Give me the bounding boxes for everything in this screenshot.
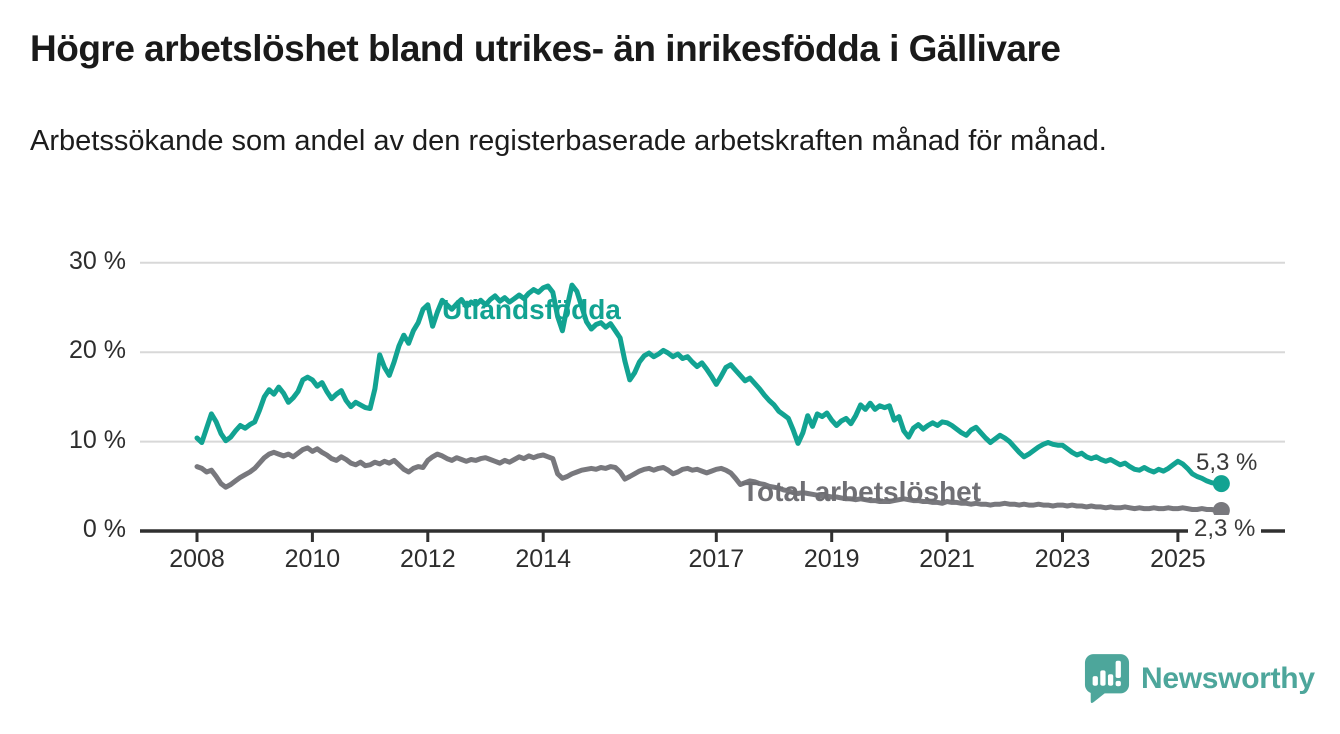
newsworthy-logo: Newsworthy	[1084, 653, 1315, 705]
series-line-utlandsfodda	[194, 282, 1219, 487]
x-tick-label: 2017	[688, 545, 745, 573]
x-tick-label: 2012	[399, 545, 456, 573]
newsworthy-speech-bubble-chart-icon	[1084, 654, 1130, 703]
series-end-dot-utlandsfodda	[1212, 475, 1230, 493]
y-tick-label: 10 %	[69, 425, 126, 454]
x-tick-label: 2023	[1034, 545, 1091, 573]
x-tick-label: 2008	[169, 545, 225, 573]
page-subtitle: Arbetssökande som andel av den registerb…	[30, 125, 1107, 157]
end-value-label-total: 2,3 %	[1188, 515, 1262, 543]
y-tick-label: 30 %	[69, 246, 126, 275]
series-line-total	[194, 445, 1219, 513]
x-tick-label: 2021	[919, 545, 975, 573]
x-tick-label: 2025	[1150, 545, 1206, 573]
y-tick-label: 0 %	[82, 515, 126, 543]
x-tick-label: 2014	[515, 545, 571, 573]
newsworthy-wordmark: Newsworthy	[1141, 662, 1315, 695]
x-tick-label: 2019	[803, 545, 860, 573]
series-label-utlandsfodda: Utlandsfödda	[442, 294, 621, 325]
y-tick-label: 20 %	[69, 336, 126, 365]
end-value-label-utlandsfodda: 5,3 %	[1196, 449, 1258, 476]
x-tick-label: 2010	[284, 545, 341, 573]
page-title: Högre arbetslöshet bland utrikes- än inr…	[30, 28, 1061, 69]
series-label-total-arbetsloshet: Total arbetslöshet	[742, 476, 982, 507]
series-end-dot-total	[1212, 501, 1230, 519]
